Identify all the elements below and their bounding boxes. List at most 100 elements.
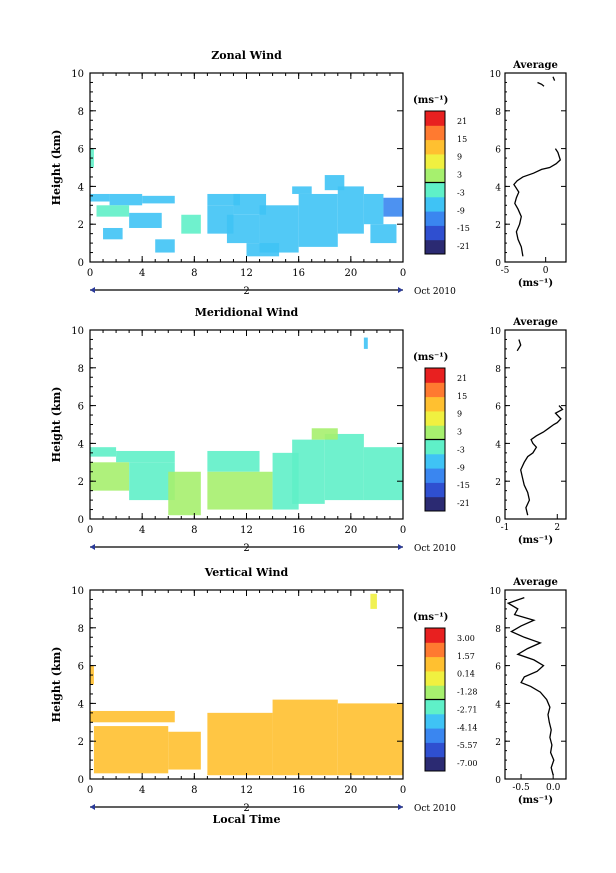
colorbar-tick-label: -15 <box>457 224 470 233</box>
colorbar-segment <box>425 728 445 743</box>
colorbar-tick-label: -21 <box>457 499 470 508</box>
heatmap-cell <box>109 193 143 206</box>
date-bar-arrow-left <box>90 544 95 550</box>
heatmap-cell <box>292 439 325 504</box>
average-y-tick-label: 8 <box>495 625 501 635</box>
y-tick-label: 2 <box>78 737 84 748</box>
heatmap-cell <box>90 462 130 491</box>
average-profile-line <box>520 405 564 516</box>
heatmap-cell <box>383 197 403 217</box>
heatmap-cell <box>90 193 110 202</box>
y-axis-label: Height (km) <box>50 647 63 723</box>
x-tick-label: 4 <box>139 268 145 279</box>
colorbar-segment <box>425 685 445 700</box>
x-tick-label: 0 <box>400 268 406 279</box>
average-unit: (ms⁻¹) <box>518 535 553 546</box>
colorbar-segment <box>425 642 445 658</box>
heatmap-cell <box>142 195 175 204</box>
y-tick-label: 4 <box>78 699 84 710</box>
average-x-tick-label: -1 <box>501 523 510 533</box>
average-y-tick-label: 0 <box>495 516 501 526</box>
y-tick-label: 6 <box>78 145 84 156</box>
heatmap-cell <box>298 193 338 247</box>
heatmap-cell <box>181 214 201 234</box>
colorbar-tick-label: -21 <box>457 242 470 251</box>
heatmap-cell <box>272 699 338 776</box>
colorbar-segment <box>425 382 445 398</box>
colorbar-tick-label: -3 <box>457 188 465 197</box>
colorbar-segment <box>425 153 445 169</box>
panel-title: Vertical Wind <box>204 566 289 579</box>
average-y-tick-label: 10 <box>490 587 502 597</box>
panel-1: Meridional Wind 0 2 4 6 8 10 Height (km) 0 4 8 12 16… <box>50 306 567 554</box>
average-x-tick-label: 0.0 <box>546 783 561 793</box>
colorbar-tick-label: 0.14 <box>457 670 475 679</box>
average-y-tick-label: 2 <box>495 221 501 231</box>
colorbar-segment <box>425 425 445 440</box>
x-tick-label: 4 <box>139 525 145 536</box>
colorbar-segment <box>425 699 445 715</box>
colorbar-tick-label: 9 <box>457 153 462 162</box>
y-tick-label: 10 <box>71 586 84 597</box>
average-frame <box>504 72 567 263</box>
average-x-tick-label: 0 <box>543 266 549 276</box>
colorbar-segment <box>425 410 445 426</box>
date-label: Oct 2010 <box>414 287 456 297</box>
y-tick-label: 4 <box>78 439 84 450</box>
x-tick-label: 8 <box>191 268 197 279</box>
heatmap-cell <box>103 227 123 240</box>
average-y-tick-label: 4 <box>495 700 501 710</box>
heatmap-cell <box>168 731 201 770</box>
colorbar-tick-label: 15 <box>457 135 467 144</box>
colorbar-tick-label: -9 <box>457 463 465 472</box>
average-y-tick-label: 0 <box>495 259 501 269</box>
heatmap-cell <box>337 186 364 234</box>
x-tick-label: 0 <box>400 525 406 536</box>
x-tick-label: 16 <box>292 785 305 796</box>
heatmap-cell <box>370 224 397 244</box>
date-bar-arrow-right <box>398 287 403 293</box>
colorbar-segment <box>425 496 445 512</box>
colorbar-segment <box>425 211 445 226</box>
y-tick-label: 2 <box>78 477 84 488</box>
heatmap-cell <box>363 447 403 501</box>
average-y-tick-label: 8 <box>495 108 501 118</box>
x-tick-label: 16 <box>292 268 305 279</box>
x-tick-label: 12 <box>240 268 253 279</box>
x-tick-label: 20 <box>344 785 357 796</box>
colorbar-tick-label: 21 <box>457 374 467 383</box>
average-y-tick-label: 10 <box>490 70 502 80</box>
y-tick-label: 10 <box>71 69 84 80</box>
y-tick-label: 2 <box>78 220 84 231</box>
heatmap-cell <box>168 471 201 516</box>
colorbar-tick-label: 15 <box>457 392 467 401</box>
x-tick-label: 20 <box>344 268 357 279</box>
colorbar-segment <box>425 713 445 729</box>
panel-title: Meridional Wind <box>195 306 299 319</box>
colorbar-segment <box>425 225 445 241</box>
colorbar-segment <box>425 628 445 643</box>
heatmap-cell <box>311 428 338 440</box>
heatmap-cell <box>324 433 364 501</box>
colorbar-tick-label: -3 <box>457 445 465 454</box>
colorbar-tick-label: -9 <box>457 206 465 215</box>
average-unit: (ms⁻¹) <box>518 795 553 806</box>
colorbar-tick-label: 21 <box>457 117 467 126</box>
colorbar-tick-label: -5.57 <box>457 741 478 750</box>
colorbar-segment <box>425 670 445 686</box>
y-axis-label: Height (km) <box>50 130 63 206</box>
colorbar-segment <box>425 742 445 758</box>
y-axis-label: Height (km) <box>50 387 63 463</box>
average-y-tick-label: 6 <box>495 663 501 673</box>
panel-0: Zonal Wind 0 2 4 6 8 10 Height (km) 0 4 8 12 16 20 0 2 O… <box>50 49 567 297</box>
y-tick-label: 0 <box>78 775 84 786</box>
panel-title: Zonal Wind <box>211 49 282 62</box>
colorbar-segment <box>425 182 445 198</box>
colorbar-tick-label: -15 <box>457 481 470 490</box>
average-y-tick-label: 6 <box>495 403 501 413</box>
y-tick-label: 4 <box>78 182 84 193</box>
average-y-tick-label: 2 <box>495 478 501 488</box>
colorbar-tick-label: -7.00 <box>457 759 478 768</box>
average-frame <box>504 329 567 520</box>
colorbar-tick-label: -4.14 <box>457 723 478 732</box>
